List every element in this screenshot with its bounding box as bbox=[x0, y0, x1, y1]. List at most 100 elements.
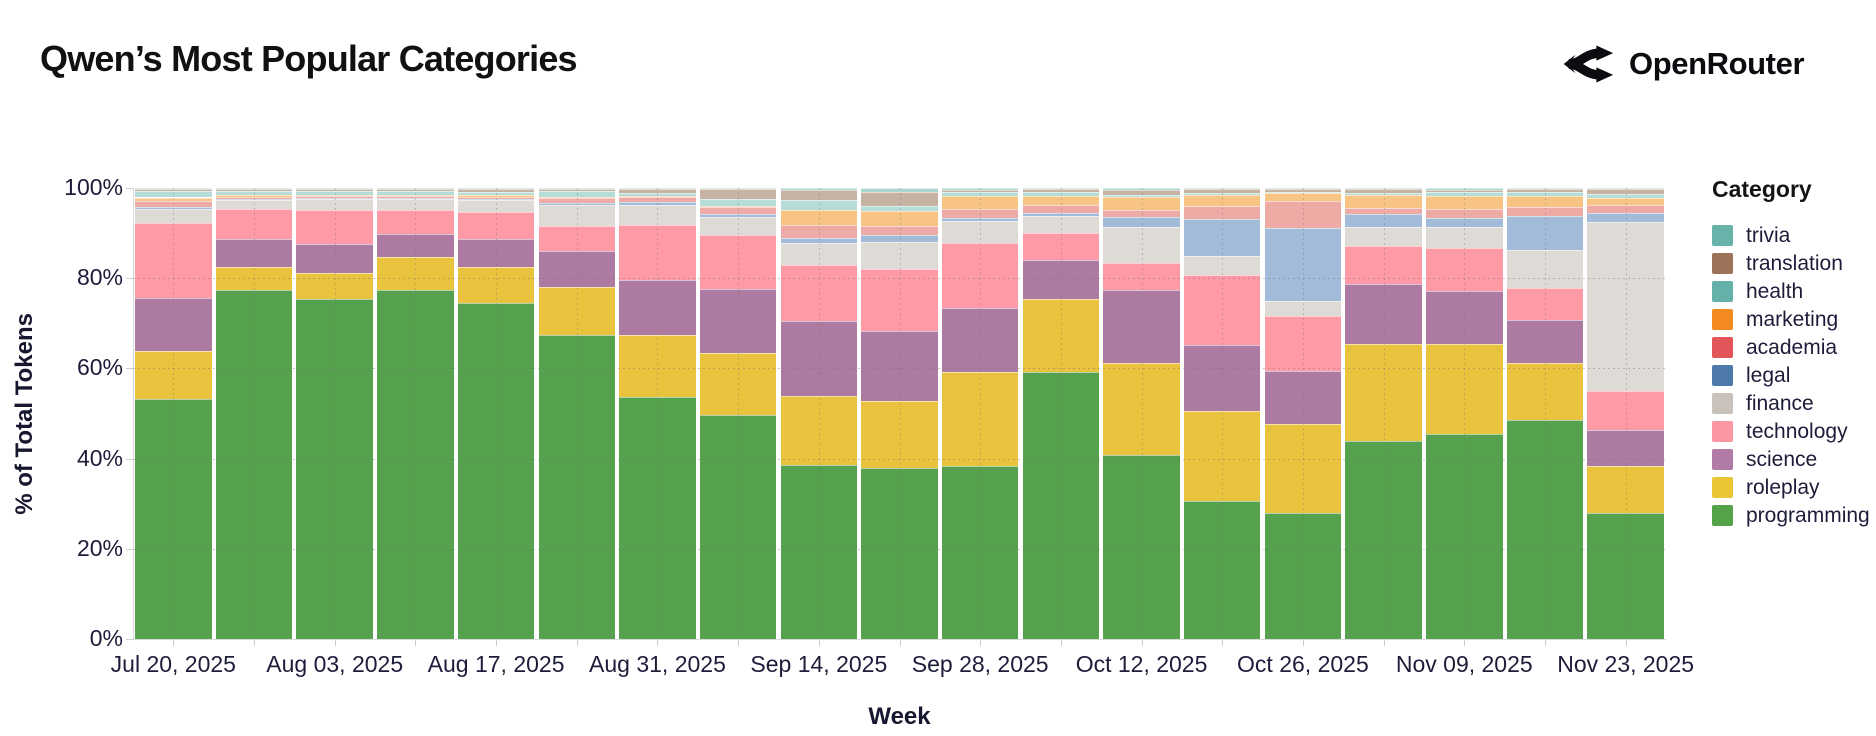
bar-week-sep-28-2025[interactable] bbox=[941, 188, 1019, 639]
segment-science[interactable] bbox=[1022, 259, 1100, 299]
segment-marketing[interactable] bbox=[215, 195, 293, 197]
segment-roleplay[interactable] bbox=[619, 335, 696, 398]
segment-health[interactable] bbox=[457, 191, 535, 196]
segment-trivia[interactable] bbox=[1426, 188, 1503, 190]
segment-marketing[interactable] bbox=[457, 195, 535, 197]
bar-week-sep-14-2025[interactable] bbox=[780, 188, 858, 639]
segment-marketing[interactable] bbox=[296, 194, 373, 197]
segment-finance[interactable] bbox=[699, 216, 777, 235]
segment-finance[interactable] bbox=[457, 200, 535, 212]
bar-week-aug-31-2025[interactable] bbox=[619, 188, 696, 639]
segment-roleplay[interactable] bbox=[780, 396, 858, 466]
segment-technology[interactable] bbox=[780, 264, 858, 321]
segment-technology[interactable] bbox=[941, 243, 1019, 308]
segment-health[interactable] bbox=[538, 190, 615, 198]
segment-marketing[interactable] bbox=[1183, 194, 1261, 207]
segment-roleplay[interactable] bbox=[1103, 363, 1180, 455]
segment-health[interactable] bbox=[1264, 192, 1342, 194]
segment-programming[interactable] bbox=[377, 290, 454, 639]
segment-health[interactable] bbox=[296, 191, 373, 195]
segment-academia[interactable] bbox=[619, 197, 696, 203]
segment-science[interactable] bbox=[780, 320, 858, 397]
segment-science[interactable] bbox=[296, 243, 373, 273]
segment-academia[interactable] bbox=[1103, 209, 1180, 217]
segment-trivia[interactable] bbox=[1103, 188, 1180, 190]
segment-roleplay[interactable] bbox=[135, 351, 212, 400]
segment-programming[interactable] bbox=[296, 298, 373, 639]
segment-programming[interactable] bbox=[538, 335, 615, 639]
segment-programming[interactable] bbox=[780, 465, 858, 639]
segment-health[interactable] bbox=[861, 206, 938, 211]
segment-technology[interactable] bbox=[1264, 316, 1342, 372]
segment-legal[interactable] bbox=[780, 237, 858, 244]
segment-legal[interactable] bbox=[1264, 228, 1342, 301]
segment-academia[interactable] bbox=[1264, 201, 1342, 229]
segment-finance[interactable] bbox=[1022, 216, 1100, 233]
segment-translation[interactable] bbox=[699, 189, 777, 200]
segment-roleplay[interactable] bbox=[215, 267, 293, 290]
segment-finance[interactable] bbox=[619, 204, 696, 225]
segment-trivia[interactable] bbox=[861, 188, 938, 192]
segment-finance[interactable] bbox=[135, 208, 212, 224]
segment-technology[interactable] bbox=[457, 211, 535, 239]
segment-marketing[interactable] bbox=[1587, 198, 1664, 206]
segment-science[interactable] bbox=[457, 238, 535, 267]
segment-programming[interactable] bbox=[619, 397, 696, 639]
segment-academia[interactable] bbox=[135, 201, 212, 207]
segment-trivia[interactable] bbox=[699, 188, 777, 190]
segment-legal[interactable] bbox=[1426, 217, 1503, 228]
segment-translation[interactable] bbox=[1587, 189, 1664, 195]
segment-academia[interactable] bbox=[1426, 208, 1503, 218]
segment-legal[interactable] bbox=[619, 202, 696, 205]
segment-health[interactable] bbox=[780, 200, 858, 210]
segment-technology[interactable] bbox=[1183, 274, 1261, 345]
segment-translation[interactable] bbox=[1345, 189, 1422, 193]
bar-week-aug-17-2025[interactable] bbox=[457, 188, 535, 639]
segment-academia[interactable] bbox=[377, 196, 454, 199]
segment-translation[interactable] bbox=[1506, 189, 1584, 192]
segment-science[interactable] bbox=[861, 331, 938, 402]
segment-marketing[interactable] bbox=[1506, 196, 1584, 207]
segment-academia[interactable] bbox=[1345, 207, 1422, 215]
bar-week-jul-27-2025[interactable] bbox=[215, 188, 293, 639]
segment-trivia[interactable] bbox=[619, 188, 696, 190]
segment-roleplay[interactable] bbox=[941, 371, 1019, 467]
segment-trivia[interactable] bbox=[457, 188, 535, 190]
segment-legal[interactable] bbox=[135, 206, 212, 209]
segment-technology[interactable] bbox=[296, 210, 373, 244]
segment-programming[interactable] bbox=[457, 302, 535, 639]
segment-health[interactable] bbox=[1345, 192, 1422, 195]
segment-legal[interactable] bbox=[377, 198, 454, 200]
bar-week-oct-26-2025[interactable] bbox=[1264, 188, 1342, 639]
segment-health[interactable] bbox=[619, 193, 696, 197]
segment-trivia[interactable] bbox=[1345, 188, 1422, 190]
segment-marketing[interactable] bbox=[1264, 193, 1342, 202]
segment-programming[interactable] bbox=[861, 468, 938, 639]
segment-trivia[interactable] bbox=[135, 188, 212, 189]
segment-finance[interactable] bbox=[377, 199, 454, 211]
segment-programming[interactable] bbox=[1345, 441, 1422, 639]
segment-finance[interactable] bbox=[1183, 255, 1261, 275]
segment-trivia[interactable] bbox=[1264, 188, 1342, 190]
segment-academia[interactable] bbox=[941, 209, 1019, 219]
segment-academia[interactable] bbox=[780, 224, 858, 238]
segment-legal[interactable] bbox=[296, 198, 373, 200]
segment-legal[interactable] bbox=[1103, 216, 1180, 228]
segment-programming[interactable] bbox=[1183, 501, 1261, 639]
segment-science[interactable] bbox=[377, 234, 454, 258]
segment-science[interactable] bbox=[1426, 290, 1503, 345]
bar-week-oct-05-2025[interactable] bbox=[1022, 188, 1100, 639]
segment-technology[interactable] bbox=[699, 234, 777, 290]
segment-marketing[interactable] bbox=[780, 209, 858, 225]
segment-technology[interactable] bbox=[1345, 246, 1422, 285]
segment-health[interactable] bbox=[941, 192, 1019, 196]
bar-week-nov-09-2025[interactable] bbox=[1426, 188, 1503, 639]
segment-technology[interactable] bbox=[538, 225, 615, 251]
segment-science[interactable] bbox=[1183, 344, 1261, 412]
openrouter-brand[interactable]: OpenRouter bbox=[1562, 42, 1805, 86]
segment-trivia[interactable] bbox=[1506, 188, 1584, 190]
segment-programming[interactable] bbox=[1426, 434, 1503, 639]
segment-technology[interactable] bbox=[1587, 390, 1664, 430]
bar-week-sep-21-2025[interactable] bbox=[861, 188, 938, 639]
segment-finance[interactable] bbox=[1264, 300, 1342, 317]
